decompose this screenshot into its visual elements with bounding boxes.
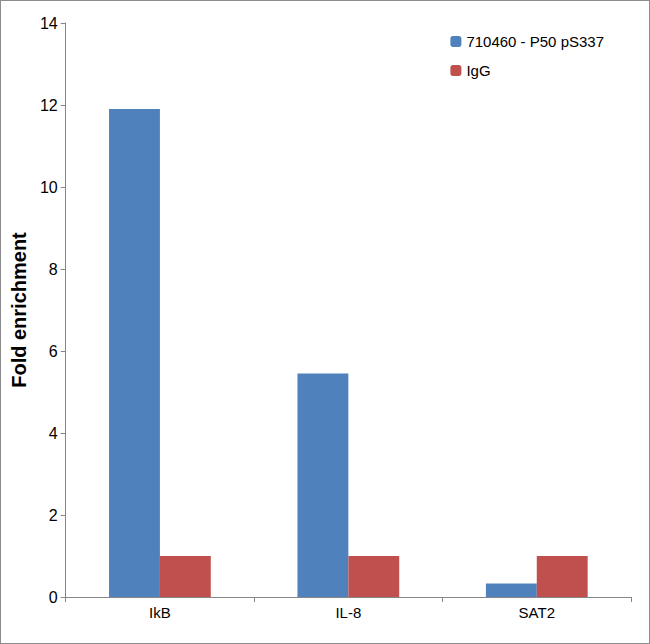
svg-text:2: 2	[49, 507, 58, 524]
svg-text:0: 0	[49, 589, 58, 606]
svg-text:12: 12	[40, 97, 58, 114]
svg-text:14: 14	[40, 15, 58, 32]
svg-text:IgG: IgG	[466, 62, 490, 79]
svg-text:SAT2: SAT2	[519, 604, 555, 621]
svg-text:10: 10	[40, 179, 58, 196]
svg-text:IkB: IkB	[149, 604, 171, 621]
svg-text:IL-8: IL-8	[335, 604, 361, 621]
svg-text:4: 4	[49, 425, 58, 442]
svg-text:8: 8	[49, 261, 58, 278]
svg-text:710460 - P50 pS337: 710460 - P50 pS337	[466, 33, 604, 50]
svg-text:Fold enrichment: Fold enrichment	[8, 232, 30, 388]
svg-text:6: 6	[49, 343, 58, 360]
